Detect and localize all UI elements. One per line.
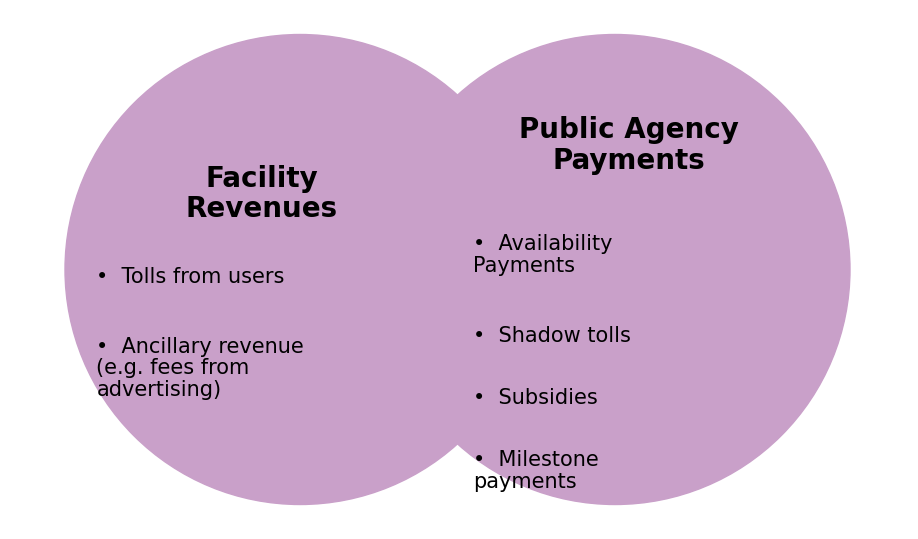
Text: •  Availability
Payments: • Availability Payments [473, 234, 612, 276]
Text: •  Ancillary revenue
(e.g. fees from
advertising): • Ancillary revenue (e.g. fees from adve… [96, 337, 304, 400]
Circle shape [380, 34, 850, 505]
Text: •  Shadow tolls: • Shadow tolls [473, 326, 631, 346]
Text: •  Milestone
payments: • Milestone payments [473, 450, 599, 492]
Text: Facility
Revenues: Facility Revenues [185, 165, 338, 223]
Circle shape [65, 34, 535, 505]
Text: Public Agency
Payments: Public Agency Payments [519, 116, 739, 175]
Text: •  Subsidies: • Subsidies [473, 388, 598, 408]
Text: •  Tolls from users: • Tolls from users [96, 267, 285, 287]
